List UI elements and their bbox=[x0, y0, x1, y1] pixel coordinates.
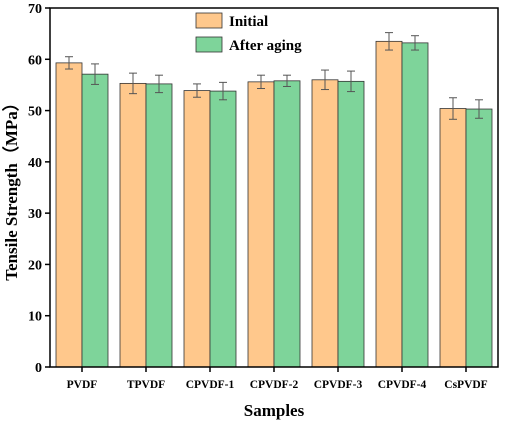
y-tick-label: 60 bbox=[28, 53, 42, 68]
bar-cpvdf-3-after-aging bbox=[337, 80, 365, 368]
y-tick-label: 10 bbox=[28, 310, 42, 325]
y-tick-label: 20 bbox=[28, 258, 42, 273]
x-axis-label: Samples bbox=[244, 401, 305, 420]
x-tick-label: CPVDF-1 bbox=[186, 379, 235, 391]
y-tick-label: 30 bbox=[28, 207, 42, 222]
y-tick-label: 40 bbox=[28, 156, 42, 171]
bar-tpvdf-initial bbox=[119, 82, 147, 368]
bar-cpvdf-2-after-aging bbox=[273, 80, 301, 368]
x-tick-label: CPVDF-4 bbox=[378, 379, 427, 391]
bar-cpvdf-1-initial bbox=[183, 90, 211, 368]
y-tick-label: 0 bbox=[35, 361, 42, 376]
axes-layer: PVDF TPVDF CPVDF-1 CPVDF-2 CPVDF-3 CPVDF-4 CsP… bbox=[28, 2, 499, 391]
bar-pvdf-after-aging bbox=[81, 73, 109, 368]
legend: Initial After aging bbox=[195, 12, 302, 54]
legend-swatch-after-aging bbox=[195, 36, 223, 53]
bar-cspvdf-initial bbox=[439, 108, 467, 368]
x-tick-label: CPVDF-3 bbox=[314, 379, 363, 391]
bar-pvdf-initial bbox=[55, 62, 83, 368]
x-tick-label: TPVDF bbox=[127, 379, 165, 391]
bar-cpvdf-2-initial bbox=[247, 81, 275, 368]
legend-label: After aging bbox=[229, 38, 302, 54]
x-tick-label: CPVDF-2 bbox=[250, 379, 299, 391]
bar-tpvdf-after-aging bbox=[145, 83, 173, 368]
bar-cspvdf-after-aging bbox=[465, 108, 493, 368]
bar-cpvdf-1-after-aging bbox=[209, 90, 237, 368]
x-tick-label: PVDF bbox=[67, 379, 98, 391]
legend-label: Initial bbox=[229, 14, 268, 30]
bar-cpvdf-3-initial bbox=[311, 79, 339, 368]
plot-frame bbox=[49, 7, 499, 368]
y-tick-label: 50 bbox=[28, 105, 42, 120]
y-tick-label: 70 bbox=[28, 2, 42, 17]
legend-swatch-initial bbox=[195, 12, 223, 29]
bar-cpvdf-4-initial bbox=[375, 40, 403, 368]
x-tick-label: CsPVDF bbox=[444, 379, 487, 391]
y-axis-label: Tensile Strength（MPa） bbox=[1, 94, 21, 281]
bar-cpvdf-4-after-aging bbox=[401, 42, 429, 368]
bars-layer bbox=[55, 32, 493, 368]
